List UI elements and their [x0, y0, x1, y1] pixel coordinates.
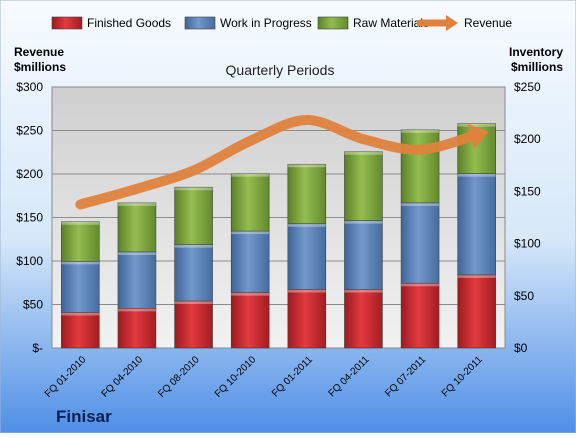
bars: [61, 123, 496, 349]
bar-highlight: [287, 289, 326, 293]
bar-raw-materials: [400, 129, 440, 204]
bar-raw-materials: [174, 186, 213, 245]
left-tick-label: $150: [16, 211, 43, 225]
right-axis-label-line2: $millions: [511, 60, 563, 74]
bar-highlight: [401, 129, 440, 133]
revenue-line-layer: [75, 115, 489, 210]
bar-highlight: [457, 123, 496, 127]
bar-highlight: [61, 261, 100, 265]
revenue-line: [75, 115, 482, 210]
bar-highlight: [117, 308, 156, 312]
bar-work-in-progress: [344, 220, 383, 290]
bar-highlight: [61, 221, 100, 225]
bar-raw-materials: [117, 202, 157, 253]
bar-highlight: [231, 231, 270, 235]
bar-finished-goods: [61, 312, 100, 349]
bar-raw-materials: [61, 221, 100, 262]
bar-raw-materials: [287, 163, 327, 225]
bar-highlight: [287, 164, 326, 168]
right-axis-label-line1: Inventory: [509, 45, 563, 59]
bar-work-in-progress: [400, 202, 440, 284]
right-tick-label: $150: [514, 184, 541, 198]
bar-finished-goods: [117, 308, 157, 349]
bar-work-in-progress: [117, 251, 157, 309]
legend-label: Revenue: [464, 16, 512, 30]
bar-finished-goods: [230, 292, 270, 349]
right-tick-label: $250: [514, 80, 541, 94]
bar-finished-goods: [287, 289, 327, 349]
bar-highlight: [344, 289, 383, 293]
bar-highlight: [287, 223, 326, 227]
bar-highlight: [344, 151, 383, 155]
right-tick-label: $50: [514, 289, 534, 303]
bar-finished-goods: [174, 300, 213, 349]
bar-highlight: [401, 202, 440, 206]
bar-raw-materials: [344, 151, 383, 221]
bar-highlight: [457, 173, 496, 177]
legend: Finished Goods Work in Progress Raw Materi…: [51, 15, 512, 31]
left-axis-label-line1: Revenue: [14, 45, 64, 59]
bar-highlight: [174, 244, 213, 248]
bar-highlight: [231, 292, 270, 296]
left-tick-label: $300: [16, 80, 43, 94]
bar-highlight: [457, 274, 496, 278]
bar-highlight: [174, 301, 213, 305]
legend-label: Finished Goods: [87, 16, 171, 30]
legend-label: Raw Materials: [353, 16, 429, 30]
legend-swatch: [317, 16, 349, 30]
bar-finished-goods: [400, 282, 440, 349]
bar-highlight: [401, 283, 440, 287]
left-tick-label: $100: [16, 254, 43, 268]
legend-arrow-revenue: [446, 15, 458, 31]
left-tick-label: $200: [16, 167, 43, 181]
bar-highlight: [61, 312, 100, 316]
revenue-line-arrowhead: [467, 123, 489, 149]
bar-work-in-progress: [174, 244, 213, 302]
company-name: Finisar: [56, 407, 112, 426]
left-tick-label: $-: [32, 341, 43, 355]
bar-highlight: [174, 187, 213, 191]
bar-raw-materials: [230, 173, 270, 232]
bar-highlight: [344, 220, 383, 224]
bar-work-in-progress: [287, 223, 327, 290]
legend-swatch: [51, 16, 83, 30]
bar-highlight: [117, 251, 156, 255]
bar-work-in-progress: [230, 230, 270, 293]
left-axis-label-line2: $millions: [14, 60, 66, 74]
left-tick-label: $250: [16, 124, 43, 138]
bar-work-in-progress: [61, 261, 100, 313]
bar-work-in-progress: [457, 173, 496, 276]
bar-highlight: [231, 173, 270, 177]
chart-title: Quarterly Periods: [226, 62, 335, 78]
bar-finished-goods: [457, 274, 496, 349]
legend-swatch: [184, 16, 216, 30]
legend-label: Work in Progress: [220, 16, 312, 30]
bar-finished-goods: [344, 289, 383, 349]
bar-highlight: [117, 202, 156, 206]
right-tick-label: $200: [514, 132, 541, 146]
right-tick-label: $100: [514, 237, 541, 251]
right-tick-label: $0: [514, 341, 528, 355]
left-tick-label: $50: [23, 298, 43, 312]
